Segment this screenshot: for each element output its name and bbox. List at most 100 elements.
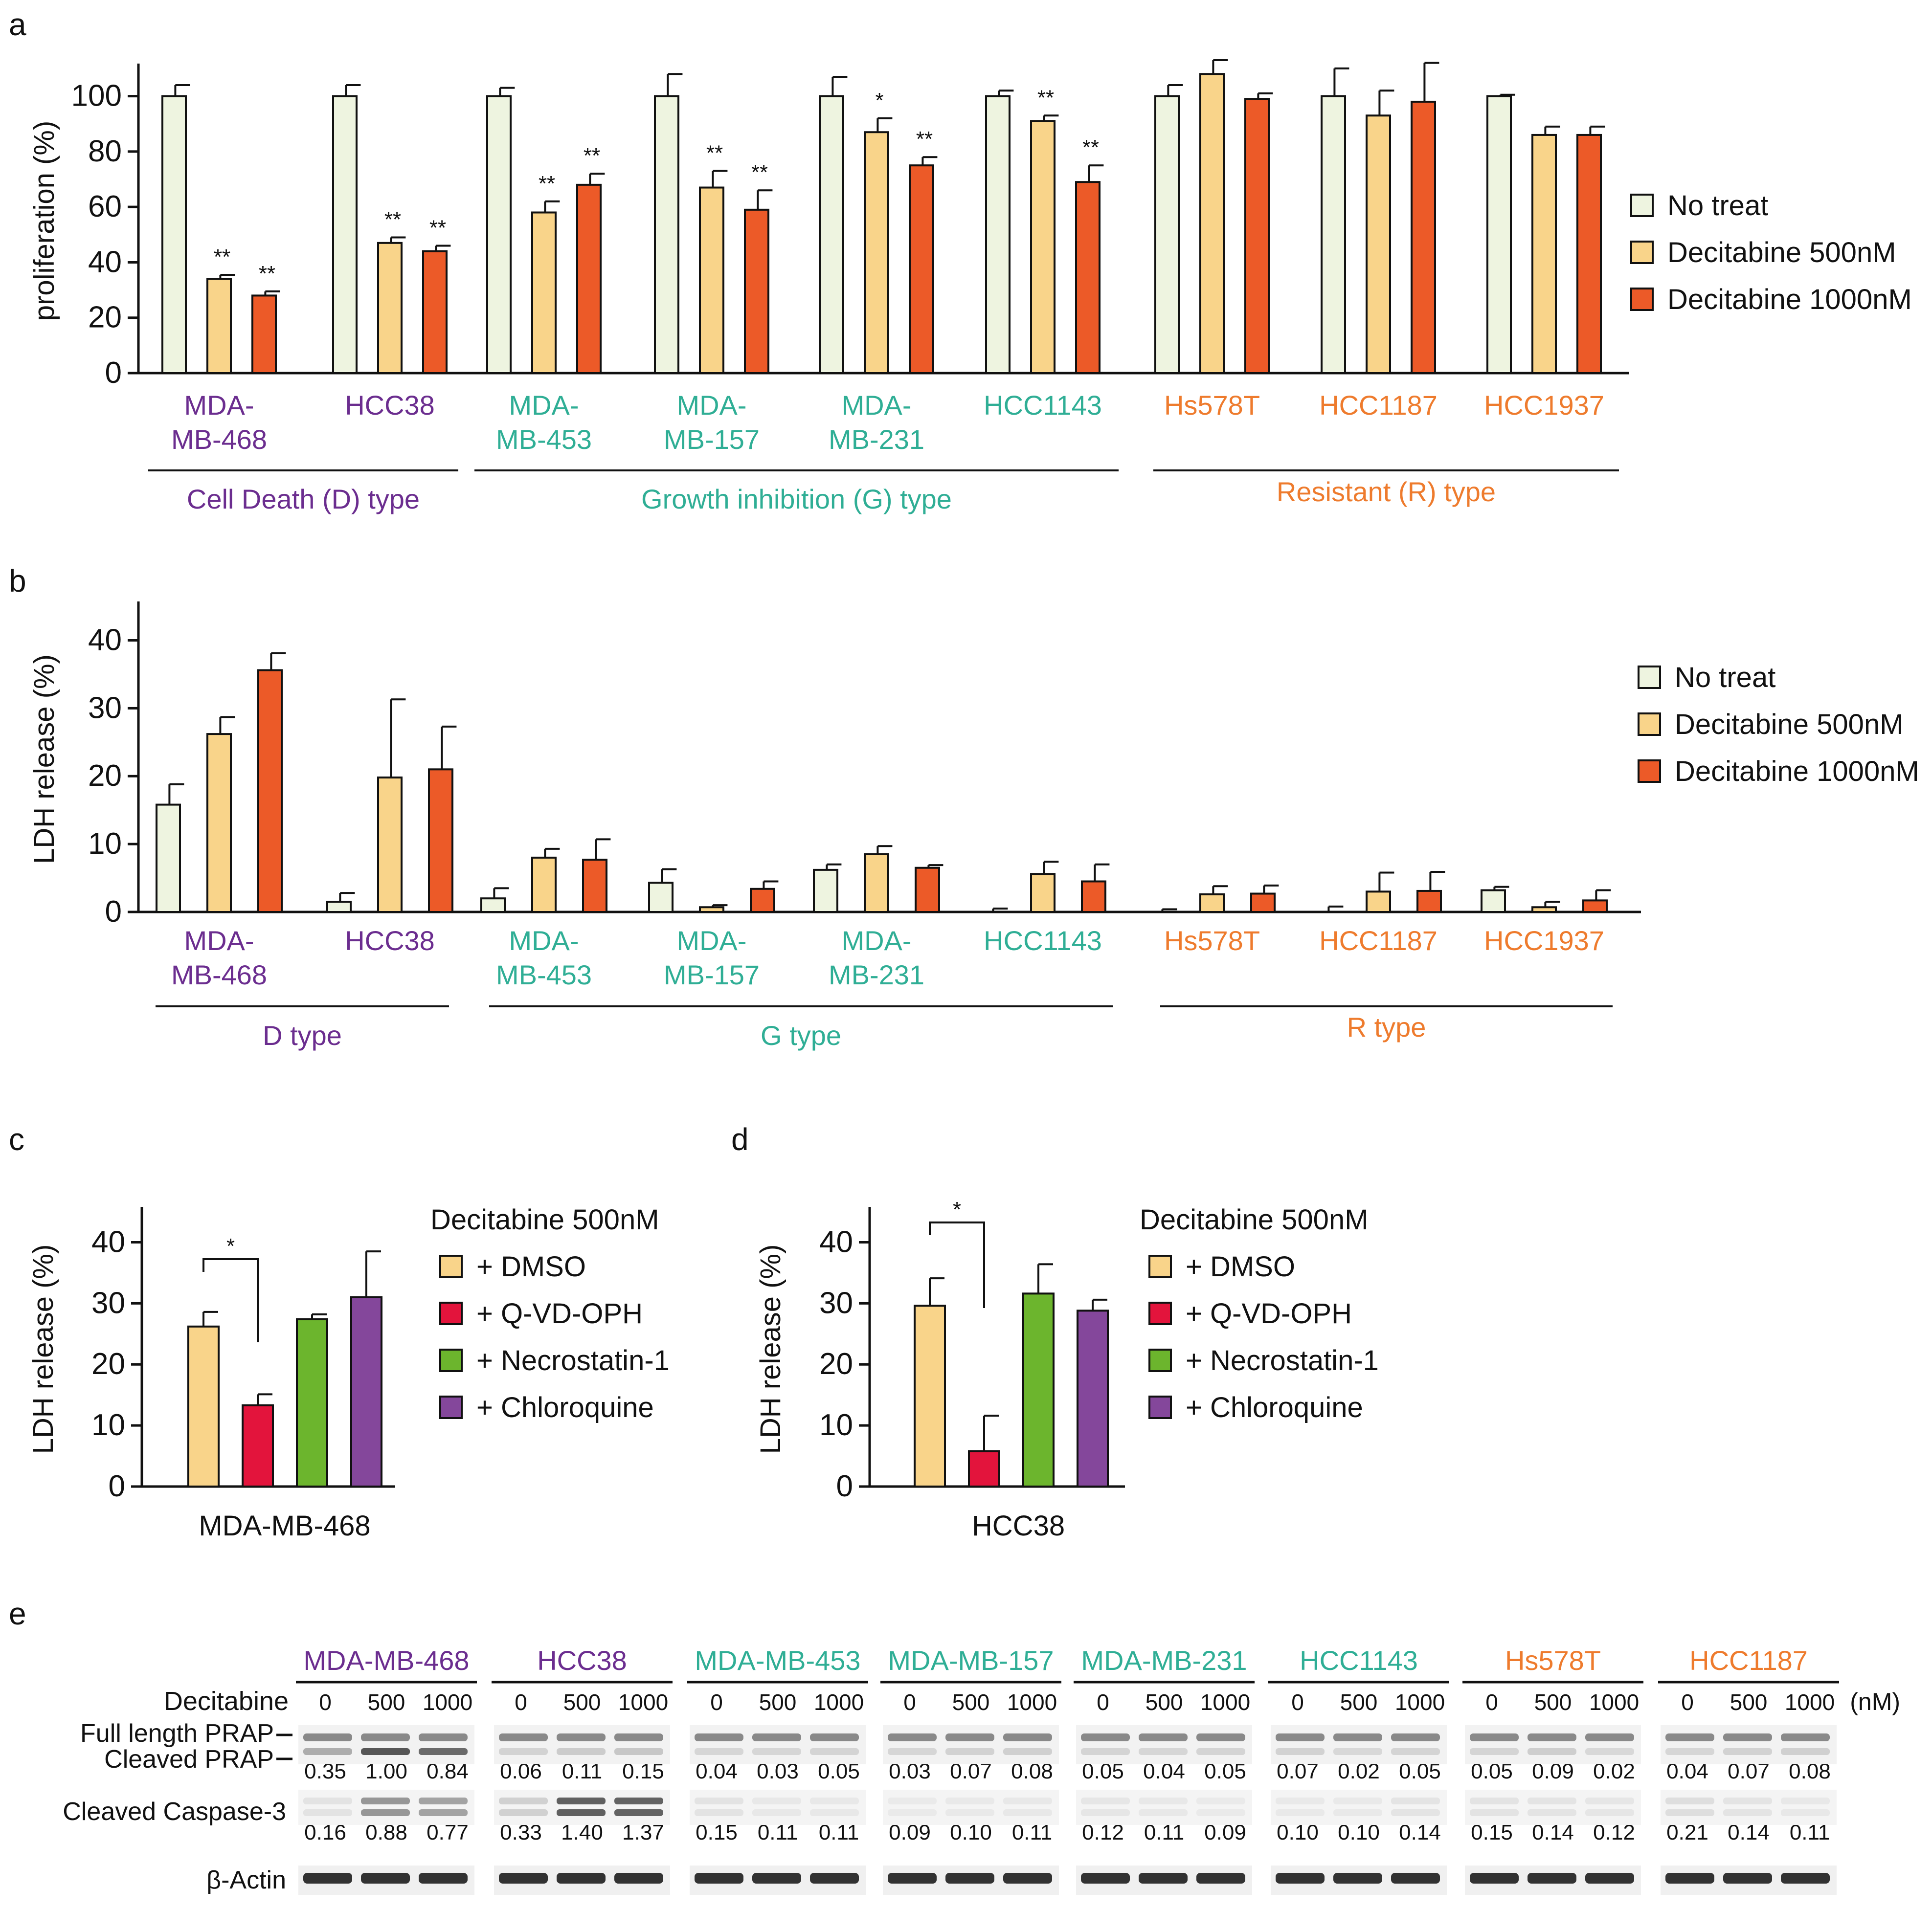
blot-dose-label: 1000: [1785, 1689, 1835, 1715]
blot-dose-label: 1000: [1395, 1689, 1445, 1715]
band-full-parp: [695, 1733, 743, 1741]
y-tick-label: 40: [88, 623, 122, 657]
band-full-parp: [1196, 1733, 1245, 1741]
band-cleaved-parp: [1333, 1748, 1382, 1755]
row-label-full-parp: Full length PRAP: [80, 1719, 274, 1748]
y-tick-label: 0: [836, 1469, 853, 1503]
bar: [257, 669, 283, 913]
blot-dose-label: 500: [563, 1689, 601, 1715]
category-label: MDA-: [509, 390, 579, 421]
band-full-parp: [752, 1733, 801, 1741]
band-caspase-upper: [1391, 1798, 1440, 1804]
blot-dose-label: 1000: [423, 1689, 472, 1715]
band-full-parp: [1781, 1733, 1830, 1741]
bar: [1199, 893, 1225, 913]
band-cleaved-parp: [1276, 1748, 1325, 1755]
bar: [819, 95, 844, 375]
bar: [1576, 133, 1602, 374]
band-cleaved-parp: [557, 1748, 606, 1755]
bar: [332, 95, 358, 375]
significance-stars: **: [1037, 86, 1054, 110]
band-cleaved-parp: [1781, 1748, 1830, 1755]
band-actin: [752, 1873, 801, 1884]
blot-dose-label: 1000: [814, 1689, 864, 1715]
band-full-parp: [1276, 1733, 1325, 1741]
band-actin: [1470, 1873, 1519, 1884]
band-actin: [1333, 1873, 1382, 1884]
group-label-D: Cell Death (D) type: [187, 484, 420, 514]
band-caspase-upper: [810, 1798, 859, 1804]
category-label: HCC1143: [984, 925, 1102, 956]
band-actin: [303, 1873, 352, 1884]
legend-swatch: [1630, 194, 1654, 217]
blot-membrane-parp: [298, 1725, 474, 1764]
band-caspase-upper: [752, 1798, 801, 1804]
legend-title: Decitabine 500nM: [1140, 1204, 1369, 1236]
band-cleaved-parp: [614, 1748, 663, 1755]
category-label: Hs578T: [1164, 925, 1260, 956]
category-label: MB-453: [496, 424, 592, 455]
legend-swatch: [1148, 1396, 1172, 1419]
band-caspase-lower: [1276, 1809, 1325, 1816]
bar: [296, 1318, 328, 1488]
legend-swatch: [1638, 666, 1661, 689]
blot-dose-label: 0: [1681, 1689, 1694, 1715]
band-caspase-upper: [1333, 1798, 1382, 1804]
band-cleaved-parp: [361, 1748, 410, 1755]
blot-dose-label: 0: [710, 1689, 723, 1715]
band-actin: [1781, 1873, 1830, 1884]
bar: [251, 294, 277, 374]
blot-dose-label: 0: [1291, 1689, 1304, 1715]
bar: [1321, 95, 1346, 375]
blot-cell-line-label: MDA-MB-468: [303, 1645, 469, 1676]
group-label-G: Growth inhibition (G) type: [641, 484, 952, 514]
blot-dose-label: 1000: [1007, 1689, 1057, 1715]
significance-stars: **: [706, 141, 723, 165]
y-tick-label: 20: [88, 301, 122, 334]
blot-dose-label: 500: [1146, 1689, 1183, 1715]
band-caspase-lower: [945, 1809, 994, 1816]
band-full-parp: [361, 1733, 410, 1741]
band-full-parp: [557, 1733, 606, 1741]
significance-bracket: [202, 1258, 259, 1342]
y-axis-label: LDH release (%): [755, 1244, 786, 1454]
band-caspase-upper: [1723, 1798, 1772, 1804]
legend-swatch: [439, 1349, 463, 1372]
category-label: HCC1937: [1484, 390, 1604, 421]
legend-swatch: [439, 1302, 463, 1325]
band-caspase-lower: [1081, 1809, 1130, 1816]
bar: [576, 183, 602, 374]
bar: [582, 859, 607, 913]
category-label: HCC1937: [1484, 925, 1604, 956]
y-tick-label: 30: [91, 1286, 125, 1320]
y-axis-label: proliferation (%): [28, 121, 60, 321]
x-axis-label: MDA-MB-468: [199, 1510, 370, 1542]
legend-title: Decitabine 500nM: [430, 1204, 659, 1236]
category-label: MDA-: [841, 925, 911, 956]
group-label-R: R type: [1347, 1012, 1426, 1043]
bar: [531, 211, 557, 374]
bar: [1366, 114, 1391, 375]
band-actin: [361, 1873, 410, 1884]
bar: [422, 250, 448, 374]
blot-membrane-parp: [1076, 1725, 1252, 1764]
band-full-parp: [1528, 1733, 1576, 1741]
legend-label: + Chloroquine: [476, 1392, 654, 1423]
legend-label: No treat: [1675, 662, 1775, 693]
bar: [1075, 181, 1101, 374]
significance-stars: **: [259, 262, 275, 286]
bar: [486, 95, 512, 375]
bar: [242, 1404, 274, 1488]
band-actin: [1003, 1873, 1052, 1884]
blot-dose-label: 500: [759, 1689, 797, 1715]
band-cleaved-parp: [1081, 1748, 1130, 1755]
blot-cell-line-label: HCC38: [537, 1645, 627, 1676]
blot-membrane-parp: [1271, 1725, 1447, 1764]
category-label: MDA-: [184, 390, 254, 421]
category-label: MB-468: [171, 959, 267, 990]
y-tick-label: 60: [88, 190, 122, 223]
blot-membrane-caspase: [298, 1790, 474, 1825]
band-caspase-lower: [888, 1809, 937, 1816]
band-actin: [1139, 1873, 1188, 1884]
legend-label: Decitabine 1000nM: [1675, 755, 1919, 787]
